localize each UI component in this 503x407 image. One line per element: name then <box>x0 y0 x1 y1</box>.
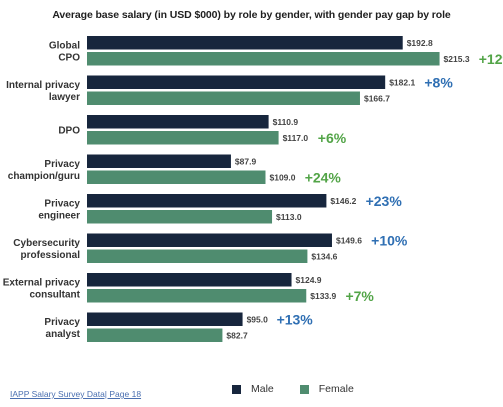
category-label: DPO <box>58 125 80 136</box>
category-label-line: consultant <box>29 289 80 300</box>
value-label: $134.6 <box>311 251 337 261</box>
category-label-line: engineer <box>38 210 80 221</box>
category-label: Global CPO <box>49 40 80 63</box>
legend-item-female: Female <box>299 383 354 395</box>
category-label-line: CPO <box>58 52 80 63</box>
value-label: $215.3 <box>444 54 470 64</box>
value-label: $149.6 <box>336 235 362 245</box>
value-label: $192.8 <box>407 38 433 48</box>
bar-female <box>87 210 273 224</box>
legend-item-male: Male <box>232 383 274 395</box>
legend-swatch-male <box>232 384 241 394</box>
chart-legend: Male Female <box>232 383 380 395</box>
bar-male <box>87 36 403 50</box>
bar-female <box>87 289 307 303</box>
pay-gap-label: +8% <box>424 74 453 90</box>
category-label-line: Privacy <box>44 317 80 328</box>
value-label: $166.7 <box>364 93 390 103</box>
value-label: $87.9 <box>235 156 257 166</box>
source-link[interactable]: IAPP Salary Survey Data| Page 18 <box>10 389 142 399</box>
pay-gap-label: +23% <box>366 193 403 209</box>
category-label: Privacy engineer <box>38 198 80 221</box>
chart-title: Average base salary (in USD $000) by rol… <box>52 9 451 21</box>
value-label: $95.0 <box>247 314 269 324</box>
value-label: $117.0 <box>283 133 309 143</box>
value-label: $110.9 <box>273 117 299 127</box>
category-label: Privacy champion/guru <box>8 159 81 182</box>
value-label: $182.1 <box>389 77 415 87</box>
category-label: External privacy consultant <box>3 277 81 300</box>
pay-gap-label: +6% <box>318 130 347 146</box>
category-label-line: Privacy <box>44 159 80 170</box>
bar-female <box>87 328 223 342</box>
category-label: Internal privacy lawyer <box>6 80 80 103</box>
category-label-line: Internal privacy <box>6 80 80 91</box>
value-label: $109.0 <box>269 172 295 182</box>
value-label: $133.9 <box>310 291 336 301</box>
value-label: $146.2 <box>330 196 356 206</box>
pay-gap-label: +13% <box>277 311 314 327</box>
value-label: $82.7 <box>226 330 248 340</box>
value-label: $124.9 <box>296 275 322 285</box>
value-label: $113.0 <box>276 212 302 222</box>
category-label-line: Privacy <box>44 198 80 209</box>
category-label-line: champion/guru <box>8 171 80 182</box>
category-label-line: Global <box>49 40 80 51</box>
bar-male <box>87 154 231 168</box>
bar-female <box>87 91 360 105</box>
legend-swatch-female <box>299 384 309 394</box>
pay-gap-label: +24% <box>305 169 342 185</box>
category-label-line: Cybersecurity <box>13 238 80 249</box>
legend-label-female: Female <box>318 383 354 395</box>
pay-gap-label: +7% <box>345 288 374 304</box>
legend-label-male: Male <box>251 383 274 395</box>
bar-female <box>87 52 440 66</box>
category-label: Privacy analyst <box>44 317 80 340</box>
bar-male <box>87 312 243 326</box>
category-label-line: lawyer <box>49 92 80 103</box>
pay-gap-label: +10% <box>371 232 408 248</box>
bar-male <box>87 233 332 247</box>
bar-female <box>87 170 266 184</box>
category-label: Cybersecurity professional <box>13 238 80 261</box>
bar-male <box>87 273 292 287</box>
bar-male <box>87 75 386 89</box>
bar-female <box>87 249 308 263</box>
category-label-line: analyst <box>46 329 81 340</box>
pay-gap-label: +12% <box>479 51 503 67</box>
bar-male <box>87 115 269 129</box>
bar-female <box>87 131 279 145</box>
category-label-line: DPO <box>58 125 80 136</box>
category-label-line: professional <box>21 250 81 261</box>
bar-male <box>87 194 327 208</box>
category-label-line: External privacy <box>3 277 81 288</box>
